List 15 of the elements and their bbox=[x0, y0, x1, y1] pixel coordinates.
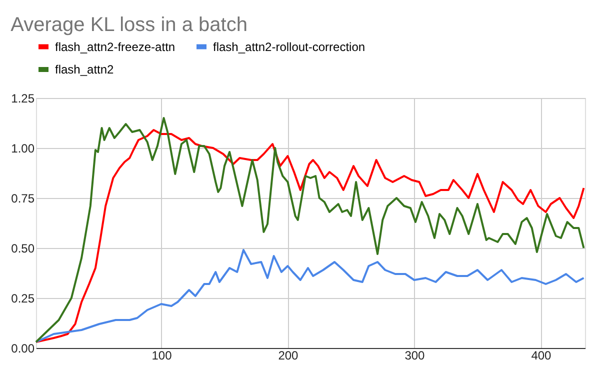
legend-label: flash_attn2 bbox=[55, 62, 114, 76]
y-tick-label: 0.75 bbox=[11, 192, 35, 206]
chart-title: Average KL loss in a batch bbox=[10, 14, 248, 36]
x-tick-label: 300 bbox=[404, 348, 426, 362]
x-tick-label: 400 bbox=[531, 348, 552, 362]
y-tick-label: 0.00 bbox=[11, 342, 35, 356]
y-tick-label: 1.25 bbox=[11, 92, 35, 106]
y-tick-label: 0.25 bbox=[11, 292, 35, 306]
y-tick-label: 1.00 bbox=[11, 142, 35, 156]
legend-label: flash_attn2-rollout-correction bbox=[213, 40, 366, 54]
y-tick-label: 0.50 bbox=[11, 242, 35, 256]
x-tick-label: 100 bbox=[152, 348, 172, 362]
x-tick-label: 200 bbox=[278, 348, 299, 362]
line-series bbox=[35, 249, 585, 343]
legend-label: flash_attn2-freeze-attn bbox=[55, 40, 176, 54]
